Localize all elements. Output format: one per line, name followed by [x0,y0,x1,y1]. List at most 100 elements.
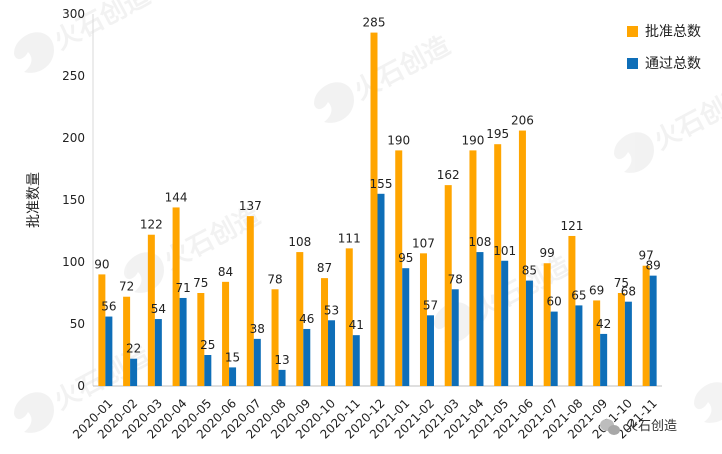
y-tick-label: 100 [62,255,85,269]
bar-approved-total [321,278,329,386]
data-label-passed-total: 71 [175,281,190,295]
data-label-approved-total: 84 [218,265,233,279]
data-label-approved-total: 206 [511,114,534,128]
y-axis: 0 50 100 150 200 250 300 [62,7,94,393]
data-label-passed-total: 38 [250,322,265,336]
bar-approved-total [345,248,353,386]
data-label-passed-total: 15 [225,350,240,364]
bar-passed-total [451,289,459,386]
watermark-text: 火石创造 [649,81,722,156]
data-label-approved-total: 144 [165,190,188,204]
data-label-passed-total: 54 [151,302,166,316]
legend-label-passed-total: 通过总数 [645,56,701,72]
bar-passed-total [550,311,558,386]
legend-swatch-approved-total [627,26,638,37]
data-label-approved-total: 72 [119,280,134,294]
legend-swatch-passed-total [627,58,638,69]
legend-label-approved-total: 批准总数 [645,24,701,40]
data-label-approved-total: 78 [267,272,282,286]
wechat-icon [600,419,620,435]
data-label-approved-total: 190 [462,133,485,147]
bar-passed-total [352,335,360,386]
data-label-passed-total: 13 [274,353,289,367]
bar-passed-total [278,369,286,386]
data-label-approved-total: 111 [338,231,361,245]
data-label-passed-total: 41 [349,318,364,332]
bar-approved-total [197,293,205,386]
y-tick-label: 250 [62,69,85,83]
data-label-passed-total: 56 [101,300,116,314]
bar-passed-total [501,260,509,386]
data-label-approved-total: 75 [193,276,208,290]
bar-passed-total [303,328,311,386]
bars-layer [98,32,657,386]
data-label-approved-total: 99 [540,246,555,260]
data-label-passed-total: 68 [621,285,636,299]
data-label-passed-total: 65 [571,288,586,302]
data-label-passed-total: 85 [522,264,537,278]
bar-passed-total [229,367,237,386]
bar-approved-total [593,300,601,386]
bar-approved-total [147,234,155,386]
data-label-approved-total: 190 [387,133,410,147]
data-label-approved-total: 90 [94,257,109,271]
bar-passed-total [426,315,434,386]
bar-approved-total [98,274,106,386]
bar-passed-total [525,280,533,386]
bar-approved-total [642,265,650,386]
bar-approved-total [617,293,625,386]
data-label-approved-total: 122 [140,218,163,232]
watermark-flame-icon: 火石创造 [694,382,722,423]
data-label-approved-total: 75 [614,276,629,290]
bar-approved-total [370,32,378,386]
bar-approved-total [246,216,254,386]
data-label-passed-total: 95 [398,251,413,265]
data-label-passed-total: 25 [200,338,215,352]
bar-approved-total [568,235,576,386]
data-label-approved-total: 162 [437,168,460,182]
bar-approved-total [469,150,477,386]
bar-approved-total [296,252,304,386]
watermark-text: 火石创造 [349,31,455,106]
data-label-passed-total: 57 [423,298,438,312]
corner-watermark-text: 火石创造 [625,419,677,434]
bar-approved-total [123,296,131,386]
bar-passed-total [154,319,162,386]
data-label-passed-total: 101 [493,244,516,258]
data-label-approved-total: 107 [412,236,435,250]
bar-passed-total [649,275,657,386]
data-label-approved-total: 108 [288,235,311,249]
bar-approved-total [172,207,180,386]
watermark-flame-icon: 火石创造 [614,81,722,173]
data-label-passed-total: 60 [547,295,562,309]
y-tick-label: 50 [70,317,85,331]
data-label-approved-total: 195 [486,127,509,141]
data-label-approved-total: 87 [317,261,332,275]
y-tick-label: 150 [62,193,85,207]
data-label-passed-total: 22 [126,342,141,356]
bar-passed-total [253,338,261,386]
data-label-passed-total: 53 [324,303,339,317]
data-label-passed-total: 42 [596,317,611,331]
bar-approved-total [271,289,279,386]
bar-passed-total [600,333,608,386]
bar-approved-total [543,263,551,386]
bar-passed-total [476,252,484,386]
y-axis-title: 批准数量 [26,172,42,228]
bar-passed-total [624,301,632,386]
bar-approved-total [518,130,526,386]
data-label-passed-total: 108 [469,235,492,249]
bar-passed-total [179,297,187,386]
watermark-flame-icon: 火石创造 [314,31,455,123]
x-axis: 2020-012020-022020-032020-042020-052020-… [70,385,662,442]
data-label-approved-total: 285 [363,16,386,30]
data-label-passed-total: 155 [370,177,393,191]
y-tick-label: 0 [77,379,85,393]
y-tick-label: 200 [62,131,85,145]
watermark-layer: 火石创造火石创造火石创造火石创造火石创造火石创造火石创造 [14,0,722,433]
bar-passed-total [402,268,410,386]
bar-passed-total [105,316,113,386]
